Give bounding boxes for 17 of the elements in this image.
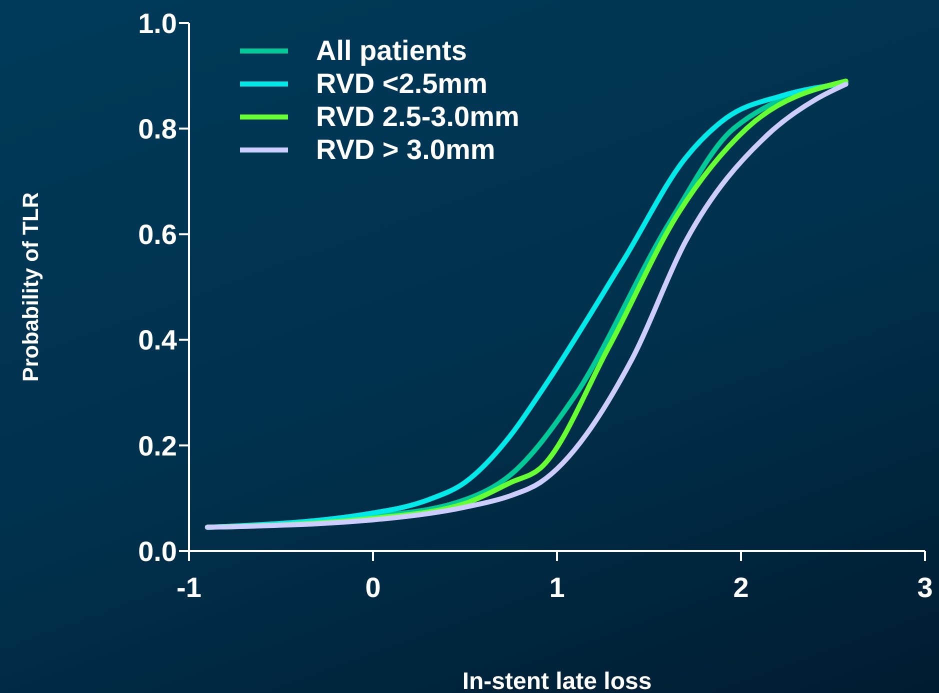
x-tick-label: 0 — [365, 572, 381, 603]
y-tick-label: 0.2 — [138, 430, 177, 462]
y-tick-label: 0.0 — [138, 536, 177, 567]
x-tick-label: 1 — [549, 572, 565, 603]
y-tick-label: 0.4 — [138, 324, 178, 356]
legend-label: All patients — [316, 34, 467, 66]
y-tick-label: 0.6 — [138, 219, 177, 250]
legend-label: RVD 2.5-3.0mm — [316, 100, 520, 132]
y-tick-label: 0.8 — [138, 114, 177, 145]
y-tick-label: 1.0 — [138, 8, 177, 39]
legend-label: RVD <2.5mm — [316, 68, 488, 100]
x-tick-label: 3 — [917, 572, 933, 603]
x-tick-label: 2 — [733, 572, 749, 603]
y-axis-title: Probability of TLR — [18, 192, 43, 382]
x-axis-title: In-stent late loss — [462, 668, 652, 693]
legend-label: RVD > 3.0mm — [316, 134, 496, 166]
x-tick-label: -1 — [176, 572, 202, 603]
